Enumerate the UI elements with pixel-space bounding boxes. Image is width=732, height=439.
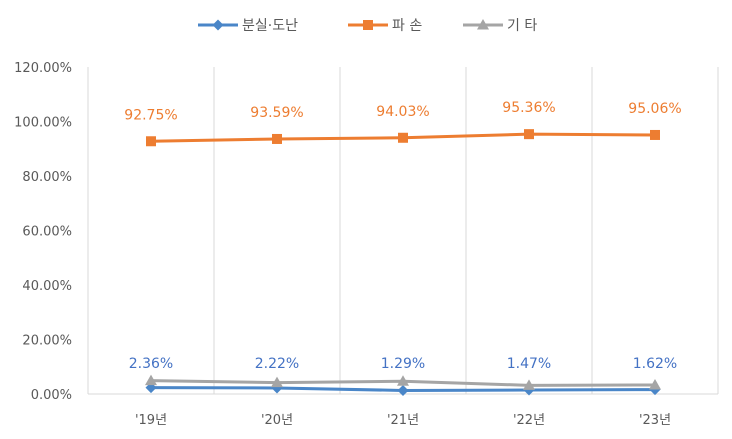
data-point [524, 129, 534, 140]
data-point [523, 379, 535, 390]
data-label: 94.03% [376, 104, 429, 120]
y-tick-label: 0.00% [31, 388, 72, 403]
y-tick-label: 20.00% [22, 334, 72, 349]
axes: 0.00% 20.00% 40.00% 60.00% 80.00% 100.00% 120.… [14, 61, 718, 428]
x-tick-label: '21년 [387, 413, 419, 428]
data-label: 92.75% [124, 107, 177, 123]
data-point [649, 378, 661, 390]
legend-marker [363, 20, 373, 30]
legend-label: 파 손 [392, 18, 422, 34]
series-group [145, 129, 661, 396]
legend-label: 기 타 [507, 18, 537, 34]
data-label: 1.29% [381, 356, 425, 372]
data-label: 1.47% [507, 356, 551, 372]
data-label: 2.36% [129, 356, 173, 372]
y-tick-label: 120.00% [14, 61, 72, 76]
data-label: 95.36% [502, 100, 555, 116]
data-point [397, 384, 409, 396]
data-point [398, 132, 408, 143]
data-point [146, 136, 156, 147]
legend-marker [212, 19, 224, 31]
data-point [650, 129, 660, 140]
gridlines [87, 67, 719, 394]
data-labels: 2.36% 2.22% 1.29% 1.47% 1.62% 92.75% 93.59% 94.… [124, 100, 681, 372]
y-tick-label: 40.00% [22, 279, 72, 294]
y-tick-label: 100.00% [14, 116, 72, 131]
y-tick-label: 80.00% [22, 170, 72, 185]
legend-marker [477, 19, 489, 30]
data-label: 95.06% [628, 101, 681, 117]
data-label: 2.22% [255, 356, 299, 372]
legend: 분실·도난 파 손 기 타 [198, 18, 537, 34]
data-label: 1.62% [633, 356, 677, 372]
data-point [272, 133, 282, 144]
data-point [271, 376, 283, 388]
x-tick-label: '22년 [513, 413, 545, 428]
x-tick-label: '23년 [639, 413, 671, 428]
data-point [145, 374, 157, 386]
data-point [397, 375, 409, 386]
legend-label: 분실·도난 [242, 18, 298, 34]
x-tick-label: '19년 [135, 413, 167, 428]
data-label: 93.59% [250, 105, 303, 121]
x-tick-label: '20년 [261, 413, 293, 428]
y-tick-label: 60.00% [22, 225, 72, 240]
